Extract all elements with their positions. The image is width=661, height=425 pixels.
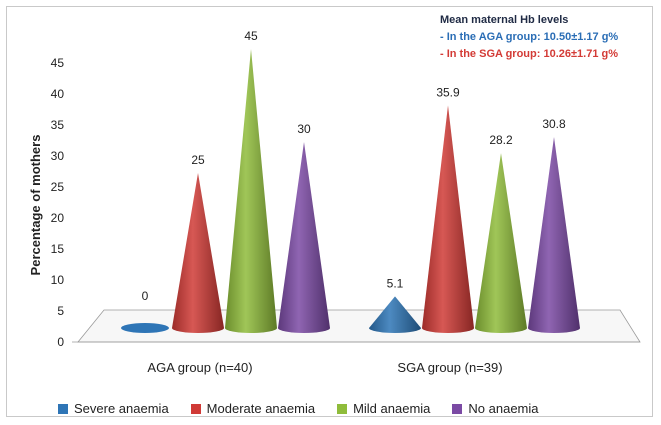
cone-mark: 45 — [225, 29, 277, 333]
legend-item: Mild anaemia — [337, 401, 430, 416]
y-tick-label: 20 — [51, 211, 65, 225]
legend-swatch — [190, 403, 201, 414]
data-label: 0 — [142, 289, 149, 303]
cone-body — [278, 142, 330, 333]
x-category-label: AGA group (n=40) — [147, 360, 252, 375]
cone-mark: 5.1 — [369, 276, 421, 333]
y-axis-label: Percentage of mothers — [28, 135, 43, 276]
cone-body — [369, 296, 421, 333]
legend-item: Severe anaemia — [58, 401, 169, 416]
y-tick-label: 40 — [51, 87, 65, 101]
y-tick-label: 15 — [51, 242, 65, 256]
cone-mark: 25 — [172, 153, 224, 333]
notes-sga-line: - In the SGA group: 10.26±1.71 g% — [440, 48, 618, 60]
legend-label: Moderate anaemia — [206, 401, 316, 416]
y-tick-label: 30 — [51, 149, 65, 163]
legend-label: No anaemia — [468, 401, 539, 416]
cone-body — [225, 49, 277, 333]
notes-aga-line: - In the AGA group: 10.50±1.17 g% — [440, 31, 619, 43]
legend-item: No anaemia — [452, 401, 539, 416]
y-tick-label: 45 — [51, 56, 65, 70]
cone-flat-base — [121, 323, 169, 333]
cone-body — [422, 105, 474, 333]
x-category-label: SGA group (n=39) — [397, 360, 502, 375]
legend-label: Severe anaemia — [74, 401, 169, 416]
cone-body — [172, 173, 224, 333]
hb-notes: Mean maternal Hb levels - In the AGA gro… — [440, 12, 618, 63]
cone-mark: 0 — [121, 289, 169, 333]
data-label: 25 — [191, 153, 205, 167]
legend-label: Mild anaemia — [353, 401, 431, 416]
y-tick-label: 10 — [51, 273, 65, 287]
y-axis: 0 5 10 15 20 25 30 35 40 45 AGA group (n=40) SGA gr… — [51, 56, 503, 375]
cone-mark: 28.2 — [475, 133, 527, 333]
data-label: 35.9 — [436, 85, 460, 99]
data-label: 5.1 — [387, 276, 404, 290]
chart-legend: Severe anaemia Moderate anaemia Mild anaem… — [58, 401, 539, 416]
notes-title: Mean maternal Hb levels — [440, 14, 569, 26]
legend-swatch — [58, 403, 68, 414]
data-label: 45 — [244, 29, 258, 43]
legend-swatch — [452, 403, 463, 414]
cone-mark: 30.8 — [528, 117, 580, 333]
cone-mark: 35.9 — [422, 85, 474, 333]
chart-marks: 0 25 45 30 5.1 35.9 28.2 30.8 — [121, 29, 580, 333]
y-tick-label: 25 — [51, 180, 65, 194]
cone-mark: 30 — [278, 122, 330, 333]
legend-swatch — [337, 403, 348, 414]
y-tick-label: 0 — [57, 335, 64, 349]
data-label: 30 — [297, 122, 311, 136]
cone-body — [475, 153, 527, 333]
data-label: 30.8 — [542, 117, 566, 131]
y-tick-label: 5 — [57, 304, 64, 318]
legend-item: Moderate anaemia — [190, 401, 316, 416]
cone-body — [528, 137, 580, 333]
data-label: 28.2 — [489, 133, 513, 147]
y-tick-label: 35 — [51, 118, 65, 132]
